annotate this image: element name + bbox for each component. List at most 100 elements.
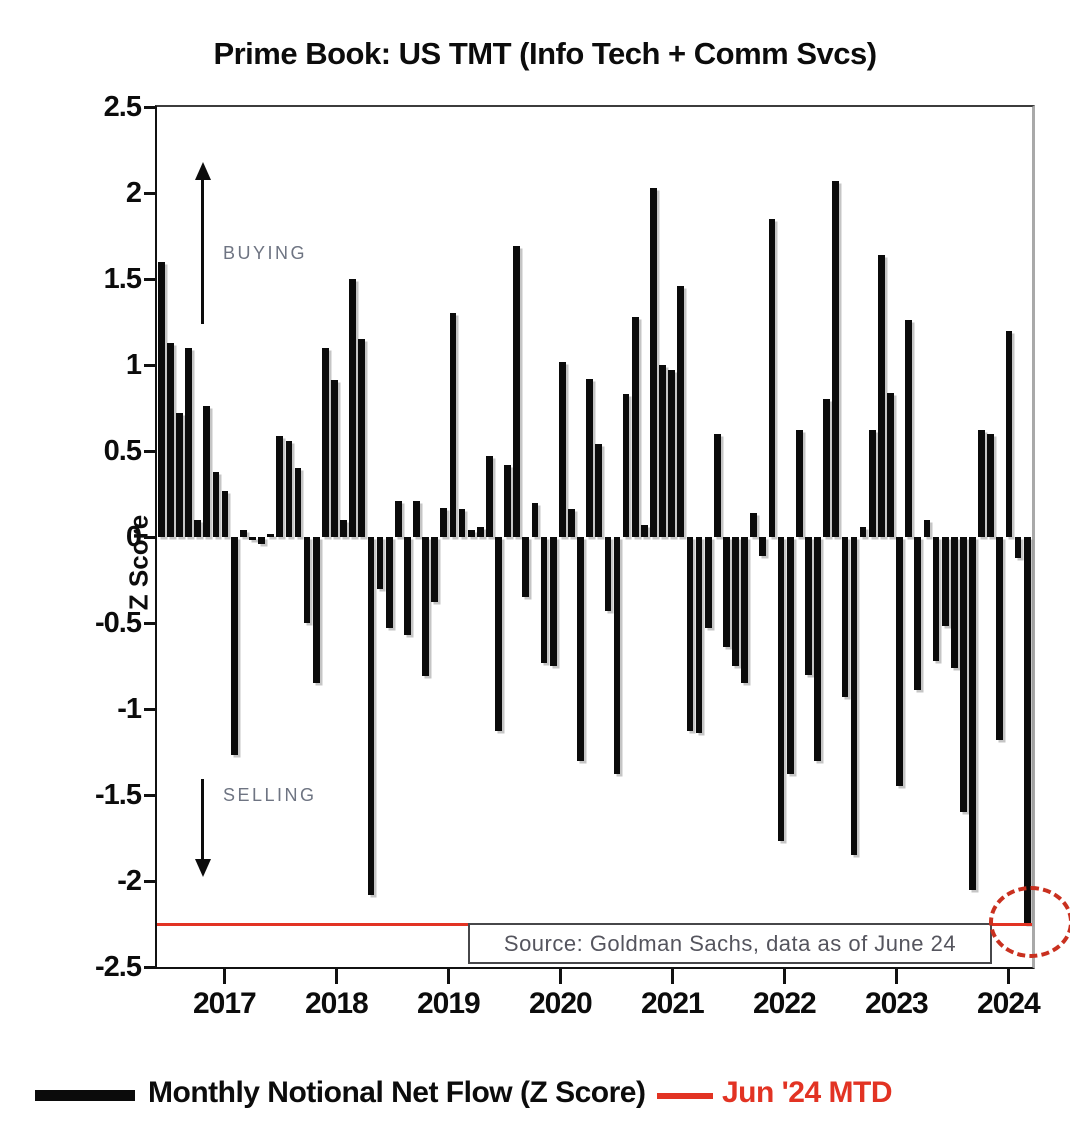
x-tick-mark: [558, 969, 562, 984]
bar: [239, 530, 247, 537]
bar: [914, 537, 922, 691]
bar: [568, 509, 575, 537]
x-tick-label: 2020: [529, 987, 593, 1020]
bar: [613, 537, 621, 775]
source-text: Source: Goldman Sachs, data as of June 2…: [503, 930, 957, 956]
bar: [723, 537, 730, 648]
x-tick-label: 2019: [417, 987, 481, 1020]
bar: [896, 537, 903, 787]
bar: [331, 380, 338, 537]
bar: [167, 342, 174, 537]
y-tick-label: 1: [125, 349, 142, 381]
bar: [476, 526, 484, 537]
bar: [367, 537, 375, 895]
x-tick-mark: [782, 969, 786, 984]
bar: [677, 285, 685, 537]
bar: [795, 430, 803, 537]
bar: [540, 537, 548, 663]
bar: [413, 500, 420, 537]
bar: [504, 464, 511, 537]
bar: [358, 339, 366, 537]
bar: [750, 512, 758, 537]
bar: [905, 320, 913, 537]
highlight-circle-icon: [989, 886, 1070, 958]
y-tick-mark: [144, 363, 157, 367]
bar: [422, 537, 429, 677]
bar: [959, 537, 967, 813]
y-tick-mark: [144, 105, 157, 109]
bar: [832, 180, 840, 537]
bar: [549, 537, 557, 666]
legend-bar-swatch-icon: [35, 1090, 135, 1101]
bar: [440, 507, 448, 537]
bar: [713, 433, 721, 537]
bar: [850, 537, 858, 856]
bar: [431, 537, 439, 603]
bar: [221, 490, 229, 537]
bar: [777, 537, 785, 842]
bar: [531, 502, 539, 537]
bar: [814, 537, 821, 761]
x-tick-mark: [894, 969, 898, 984]
bar: [704, 537, 712, 629]
legend-series-label: Monthly Notional Net Flow (Z Score): [148, 1076, 646, 1109]
y-tick-mark: [144, 535, 157, 539]
bar: [321, 347, 329, 537]
legend-mtd-label: Jun '24 MTD: [722, 1076, 893, 1109]
bar: [522, 537, 530, 598]
bar: [176, 413, 183, 537]
bar: [595, 444, 603, 537]
bar: [349, 279, 357, 537]
x-tick-mark: [1006, 969, 1010, 984]
bar: [267, 533, 275, 537]
bar: [996, 537, 1004, 740]
bar: [385, 537, 393, 629]
bar: [258, 537, 265, 544]
bar: [741, 537, 748, 684]
bar: [631, 316, 639, 537]
bar: [394, 500, 402, 537]
bar: [823, 399, 830, 537]
bar: [513, 246, 521, 537]
y-tick-label: -1.5: [95, 779, 142, 811]
bar: [887, 392, 894, 537]
y-tick-mark: [144, 965, 157, 969]
bar: [978, 430, 985, 537]
bar: [659, 365, 666, 537]
y-tick-mark: [144, 707, 157, 711]
bar: [1005, 330, 1013, 537]
bar: [759, 537, 767, 556]
bar: [486, 456, 493, 537]
y-tick-label: 0: [125, 521, 142, 553]
bar: [695, 537, 703, 734]
legend: Monthly Notional Net Flow (Z Score) Jun …: [0, 1066, 1070, 1126]
bar: [622, 394, 630, 537]
bar: [859, 526, 867, 537]
buying-label: BUYING: [223, 243, 308, 263]
bar: [449, 313, 457, 537]
bar: [877, 254, 885, 537]
bar: [376, 537, 384, 589]
plot-area: Z Score 2.5 2 1.5 1 0.5 0 -0.5 -1 -1.5 -2 -2.5 201…: [95, 91, 1070, 1020]
chart-title: Prime Book: US TMT (Info Tech + Comm Svc…: [213, 36, 877, 71]
bar: [249, 537, 256, 541]
y-tick-label: -2.5: [95, 951, 142, 983]
bar: [1014, 537, 1022, 558]
bar: [212, 471, 220, 537]
y-tick-label: 1.5: [103, 263, 142, 295]
bar: [185, 347, 192, 537]
bar: [732, 537, 739, 666]
y-tick-label: 0.5: [103, 435, 142, 467]
bar: [558, 361, 566, 537]
selling-arrowhead-icon: [194, 859, 211, 877]
buying-arrowhead-icon: [194, 162, 211, 180]
bar: [640, 524, 648, 537]
y-tick-mark: [144, 793, 157, 797]
x-tick-label: 2023: [865, 987, 929, 1020]
bar: [932, 537, 940, 661]
bar: [303, 537, 311, 623]
bar: [987, 433, 995, 537]
source-box: Source: Goldman Sachs, data as of June 2…: [468, 923, 992, 964]
bar: [312, 537, 320, 684]
y-tick-mark: [144, 449, 157, 453]
